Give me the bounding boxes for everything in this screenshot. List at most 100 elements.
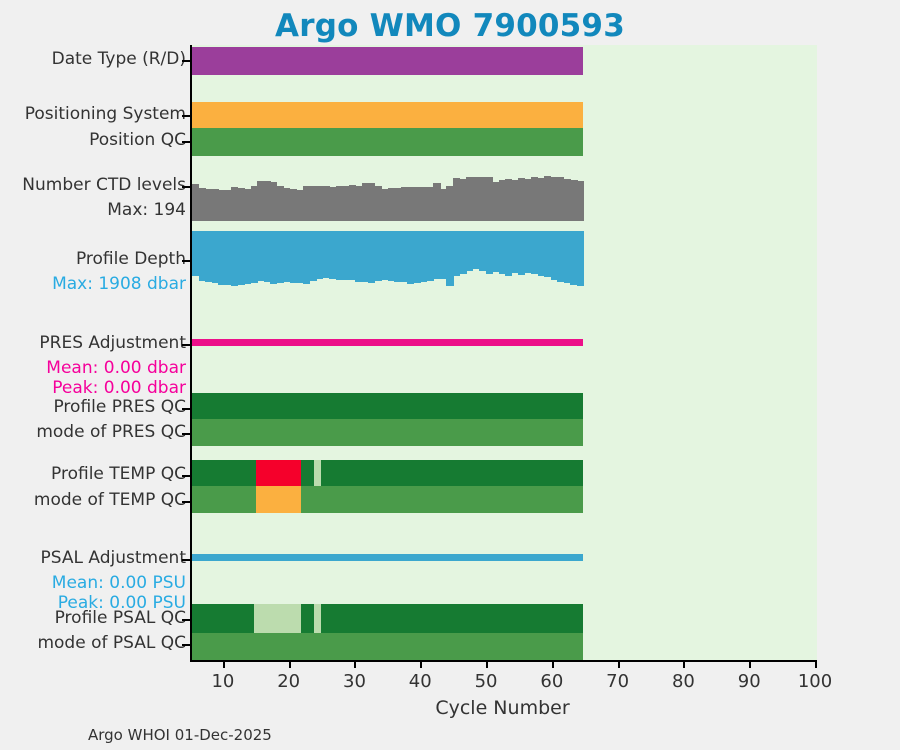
- y-tick-positioning: [182, 115, 190, 117]
- bar: [231, 186, 239, 221]
- bars-number-ctd-levels: [192, 173, 817, 221]
- row-label-profile-pres-qc: Profile PRES QC: [53, 397, 186, 417]
- bar: [433, 183, 441, 221]
- bar: [270, 182, 278, 221]
- row-label-ctd-levels: Number CTD levels: [22, 175, 186, 195]
- row-label-column: Date Type (R/D) Positioning System Posit…: [0, 45, 186, 660]
- bar: [348, 185, 356, 221]
- bar: [296, 231, 304, 284]
- bar: [413, 231, 421, 284]
- band-segment: [256, 460, 301, 486]
- bar: [263, 181, 271, 221]
- y-tick-profile-temp-qc: [182, 475, 190, 477]
- bar: [518, 231, 526, 275]
- bar: [466, 231, 474, 271]
- band-segment: [256, 486, 301, 513]
- footer-credit: Argo WHOI 01-Dec-2025: [88, 726, 272, 744]
- x-tick-label: 20: [277, 671, 301, 692]
- bar: [361, 231, 369, 283]
- bar: [276, 231, 284, 283]
- bar: [283, 231, 291, 282]
- bar: [296, 190, 304, 221]
- bar: [400, 187, 408, 221]
- y-tick-profile-pres-qc: [182, 408, 190, 410]
- band-segment: [300, 460, 315, 486]
- bar: [205, 188, 213, 221]
- bar: [348, 231, 356, 281]
- bar: [250, 185, 258, 221]
- bar: [576, 181, 585, 221]
- bar: [557, 177, 565, 221]
- x-tick-label: 70: [606, 671, 630, 692]
- bar: [270, 231, 278, 284]
- bar: [192, 183, 200, 221]
- row-label-pres-adjustment: PRES Adjustment: [39, 333, 186, 353]
- x-tick: [683, 660, 686, 668]
- bar: [492, 231, 500, 273]
- bar: [309, 186, 317, 221]
- bar: [576, 231, 585, 286]
- band-mode-of-pres-qc: [192, 419, 817, 446]
- bar: [309, 231, 317, 281]
- x-tick-label: 30: [343, 671, 366, 692]
- bar: [479, 176, 487, 221]
- bar: [407, 186, 415, 221]
- band-segment: [253, 604, 301, 633]
- band-segment: [192, 393, 584, 419]
- band-segment: [320, 460, 584, 486]
- bar: [407, 231, 415, 284]
- row-label-psal-adjustment-mean: Mean: 0.00 PSU: [51, 573, 186, 593]
- band-segment: [192, 102, 584, 128]
- row-label-profile-temp-qc: Profile TEMP QC: [51, 464, 186, 484]
- bar: [250, 231, 258, 284]
- bar: [446, 185, 454, 221]
- bar: [511, 231, 519, 274]
- bar: [381, 188, 389, 221]
- bar: [237, 231, 245, 285]
- row-label-mode-psal-qc: mode of PSAL QC: [37, 633, 186, 653]
- bar: [224, 190, 232, 221]
- bar: [498, 231, 506, 274]
- bar: [459, 231, 467, 275]
- band-profile-psal-qc: [192, 604, 817, 633]
- bar: [335, 185, 343, 221]
- band-profile-pres-qc: [192, 393, 817, 419]
- y-tick-mode-pres-qc: [182, 433, 190, 435]
- bar: [446, 231, 454, 287]
- bar: [289, 231, 297, 283]
- band-segment: [314, 604, 321, 633]
- bar: [550, 231, 558, 280]
- band-segment: [192, 486, 257, 513]
- bar: [524, 231, 532, 273]
- x-tick-label: 10: [211, 671, 235, 692]
- bar: [355, 186, 363, 221]
- row-label-psal-adjustment: PSAL Adjustment: [40, 548, 186, 568]
- y-tick-ctd-levels: [182, 186, 190, 188]
- y-tick-pres-adjustment: [182, 344, 190, 346]
- y-tick-mode-temp-qc: [182, 501, 190, 503]
- bar: [420, 231, 428, 283]
- bar: [355, 231, 363, 282]
- bar: [394, 187, 402, 221]
- band-date-type-r-d-: [192, 47, 817, 75]
- bar: [263, 231, 271, 283]
- x-tick: [551, 660, 554, 668]
- bar: [433, 231, 441, 280]
- bar: [498, 179, 506, 221]
- bar: [315, 231, 324, 280]
- y-tick-date-type: [182, 60, 190, 62]
- bar: [302, 185, 311, 221]
- x-tick: [288, 660, 291, 668]
- bar: [361, 182, 369, 221]
- bar: [315, 186, 324, 221]
- line-pres-adjustment: [192, 339, 584, 346]
- bar: [374, 231, 382, 282]
- bar: [322, 186, 330, 221]
- band-segment: [192, 460, 257, 486]
- x-tick-label: 100: [797, 671, 833, 692]
- x-tick-label: 60: [540, 671, 564, 692]
- x-tick-label: 40: [408, 671, 432, 692]
- bar: [505, 231, 513, 276]
- bar: [368, 231, 376, 284]
- band-segment: [192, 604, 254, 633]
